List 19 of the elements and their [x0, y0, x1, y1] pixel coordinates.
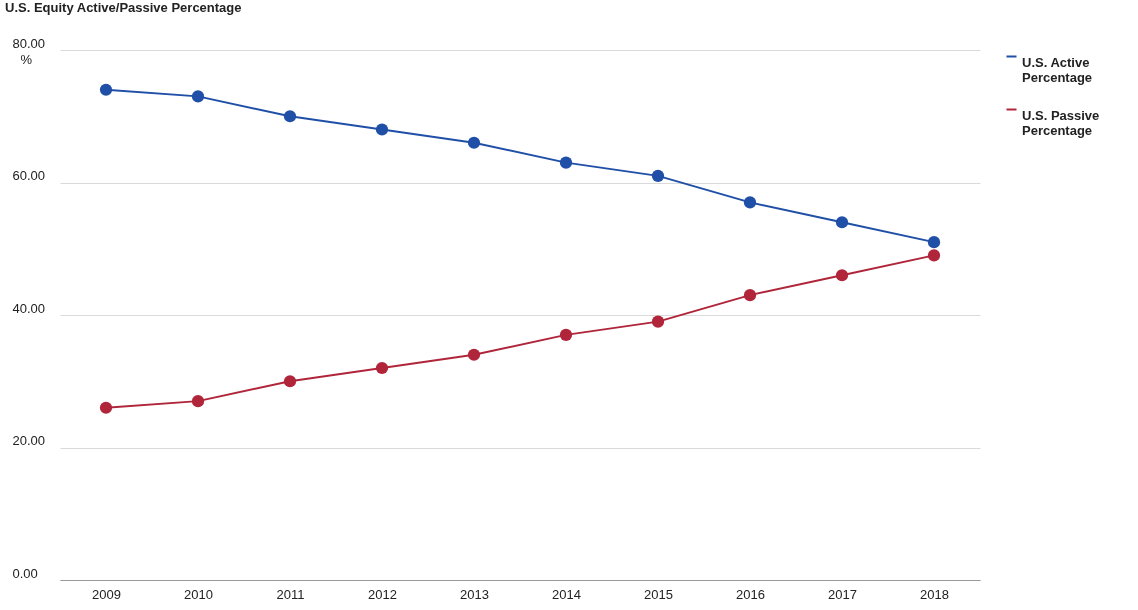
- x-tick-label: 2014: [552, 586, 581, 602]
- x-tick-label: 2009: [92, 586, 121, 602]
- x-tick-label: 2011: [276, 586, 305, 602]
- y-axis-title: %: [20, 51, 33, 67]
- x-tick-label: 2016: [736, 586, 765, 602]
- y-tick-label: 40.00: [12, 300, 46, 316]
- y-tick-label: 0.00: [12, 565, 38, 581]
- x-tick-label: 2010: [184, 586, 213, 602]
- x-tick-label: 2017: [828, 586, 857, 602]
- y-tick-label: 60.00: [12, 168, 46, 183]
- chart-title: U.S. Equity Active/Passive Percentage: [5, 0, 242, 15]
- x-tick-label: 2015: [644, 586, 673, 602]
- y-tick-label: 20.00: [12, 433, 46, 448]
- x-tick-label: 2013: [460, 586, 489, 602]
- y-tick-label: 80.00: [12, 35, 46, 51]
- x-tick-label: 2018: [920, 586, 949, 602]
- legend-label: U.S. Passive Percentage: [1022, 107, 1100, 138]
- x-tick-label: 2012: [368, 586, 397, 602]
- legend-label: U.S. Active Percentage: [1022, 54, 1093, 85]
